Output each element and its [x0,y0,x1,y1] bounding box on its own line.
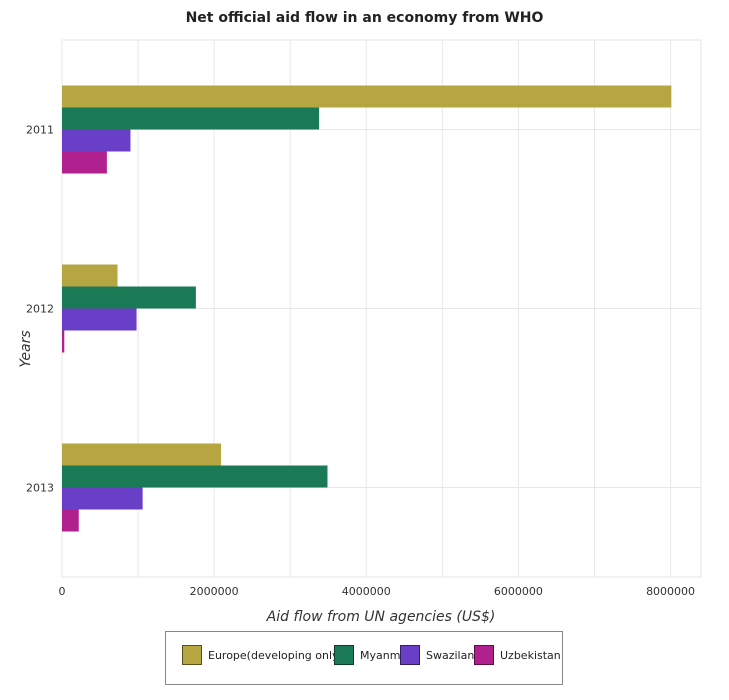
legend-label: Swaziland [426,648,482,662]
bar [62,129,131,152]
bar [62,286,196,309]
bar [62,151,107,174]
legend-swatch [474,645,494,665]
legend-swatch [334,645,354,665]
y-tick-label: 2012 [26,303,54,316]
legend-item: Myanmar [334,645,412,665]
y-axis-label: Years [18,330,34,367]
legend-label: Myanmar [360,648,412,662]
axes: 0 2000000 4000000 6000000 8000000 2011 2012 201… [26,124,695,599]
bars [62,85,672,532]
bar [62,330,65,353]
bar [62,487,143,510]
y-tick-label: 2013 [26,482,54,495]
legend-item: Uzbekistan [474,645,561,665]
bar [62,443,221,466]
x-tick-label: 2000000 [190,585,239,598]
x-tick-label: 0 [59,585,66,598]
legend-swatch [182,645,202,665]
x-tick-label: 8000000 [646,585,695,598]
x-tick-label: 4000000 [342,585,391,598]
bar [62,509,79,532]
legend-label: Uzbekistan [500,648,561,662]
y-tick-label: 2011 [26,124,54,137]
bar [62,85,672,108]
legend-swatch [400,645,420,665]
x-tick-label: 6000000 [494,585,543,598]
legend-item: Swaziland [400,645,481,665]
legend-label: Europe(developing only) [208,648,343,662]
bar [62,107,320,130]
x-axis-label: Aid flow from UN agencies (US$) [266,609,496,625]
bar [62,465,328,488]
bar [62,264,118,287]
chart-title: Net official aid flow in an economy from… [185,10,544,26]
bar [62,308,137,331]
legend-item: Europe(developing only) [182,645,343,665]
legend: Europe(developing only) Myanmar Swaziland U… [165,631,563,685]
